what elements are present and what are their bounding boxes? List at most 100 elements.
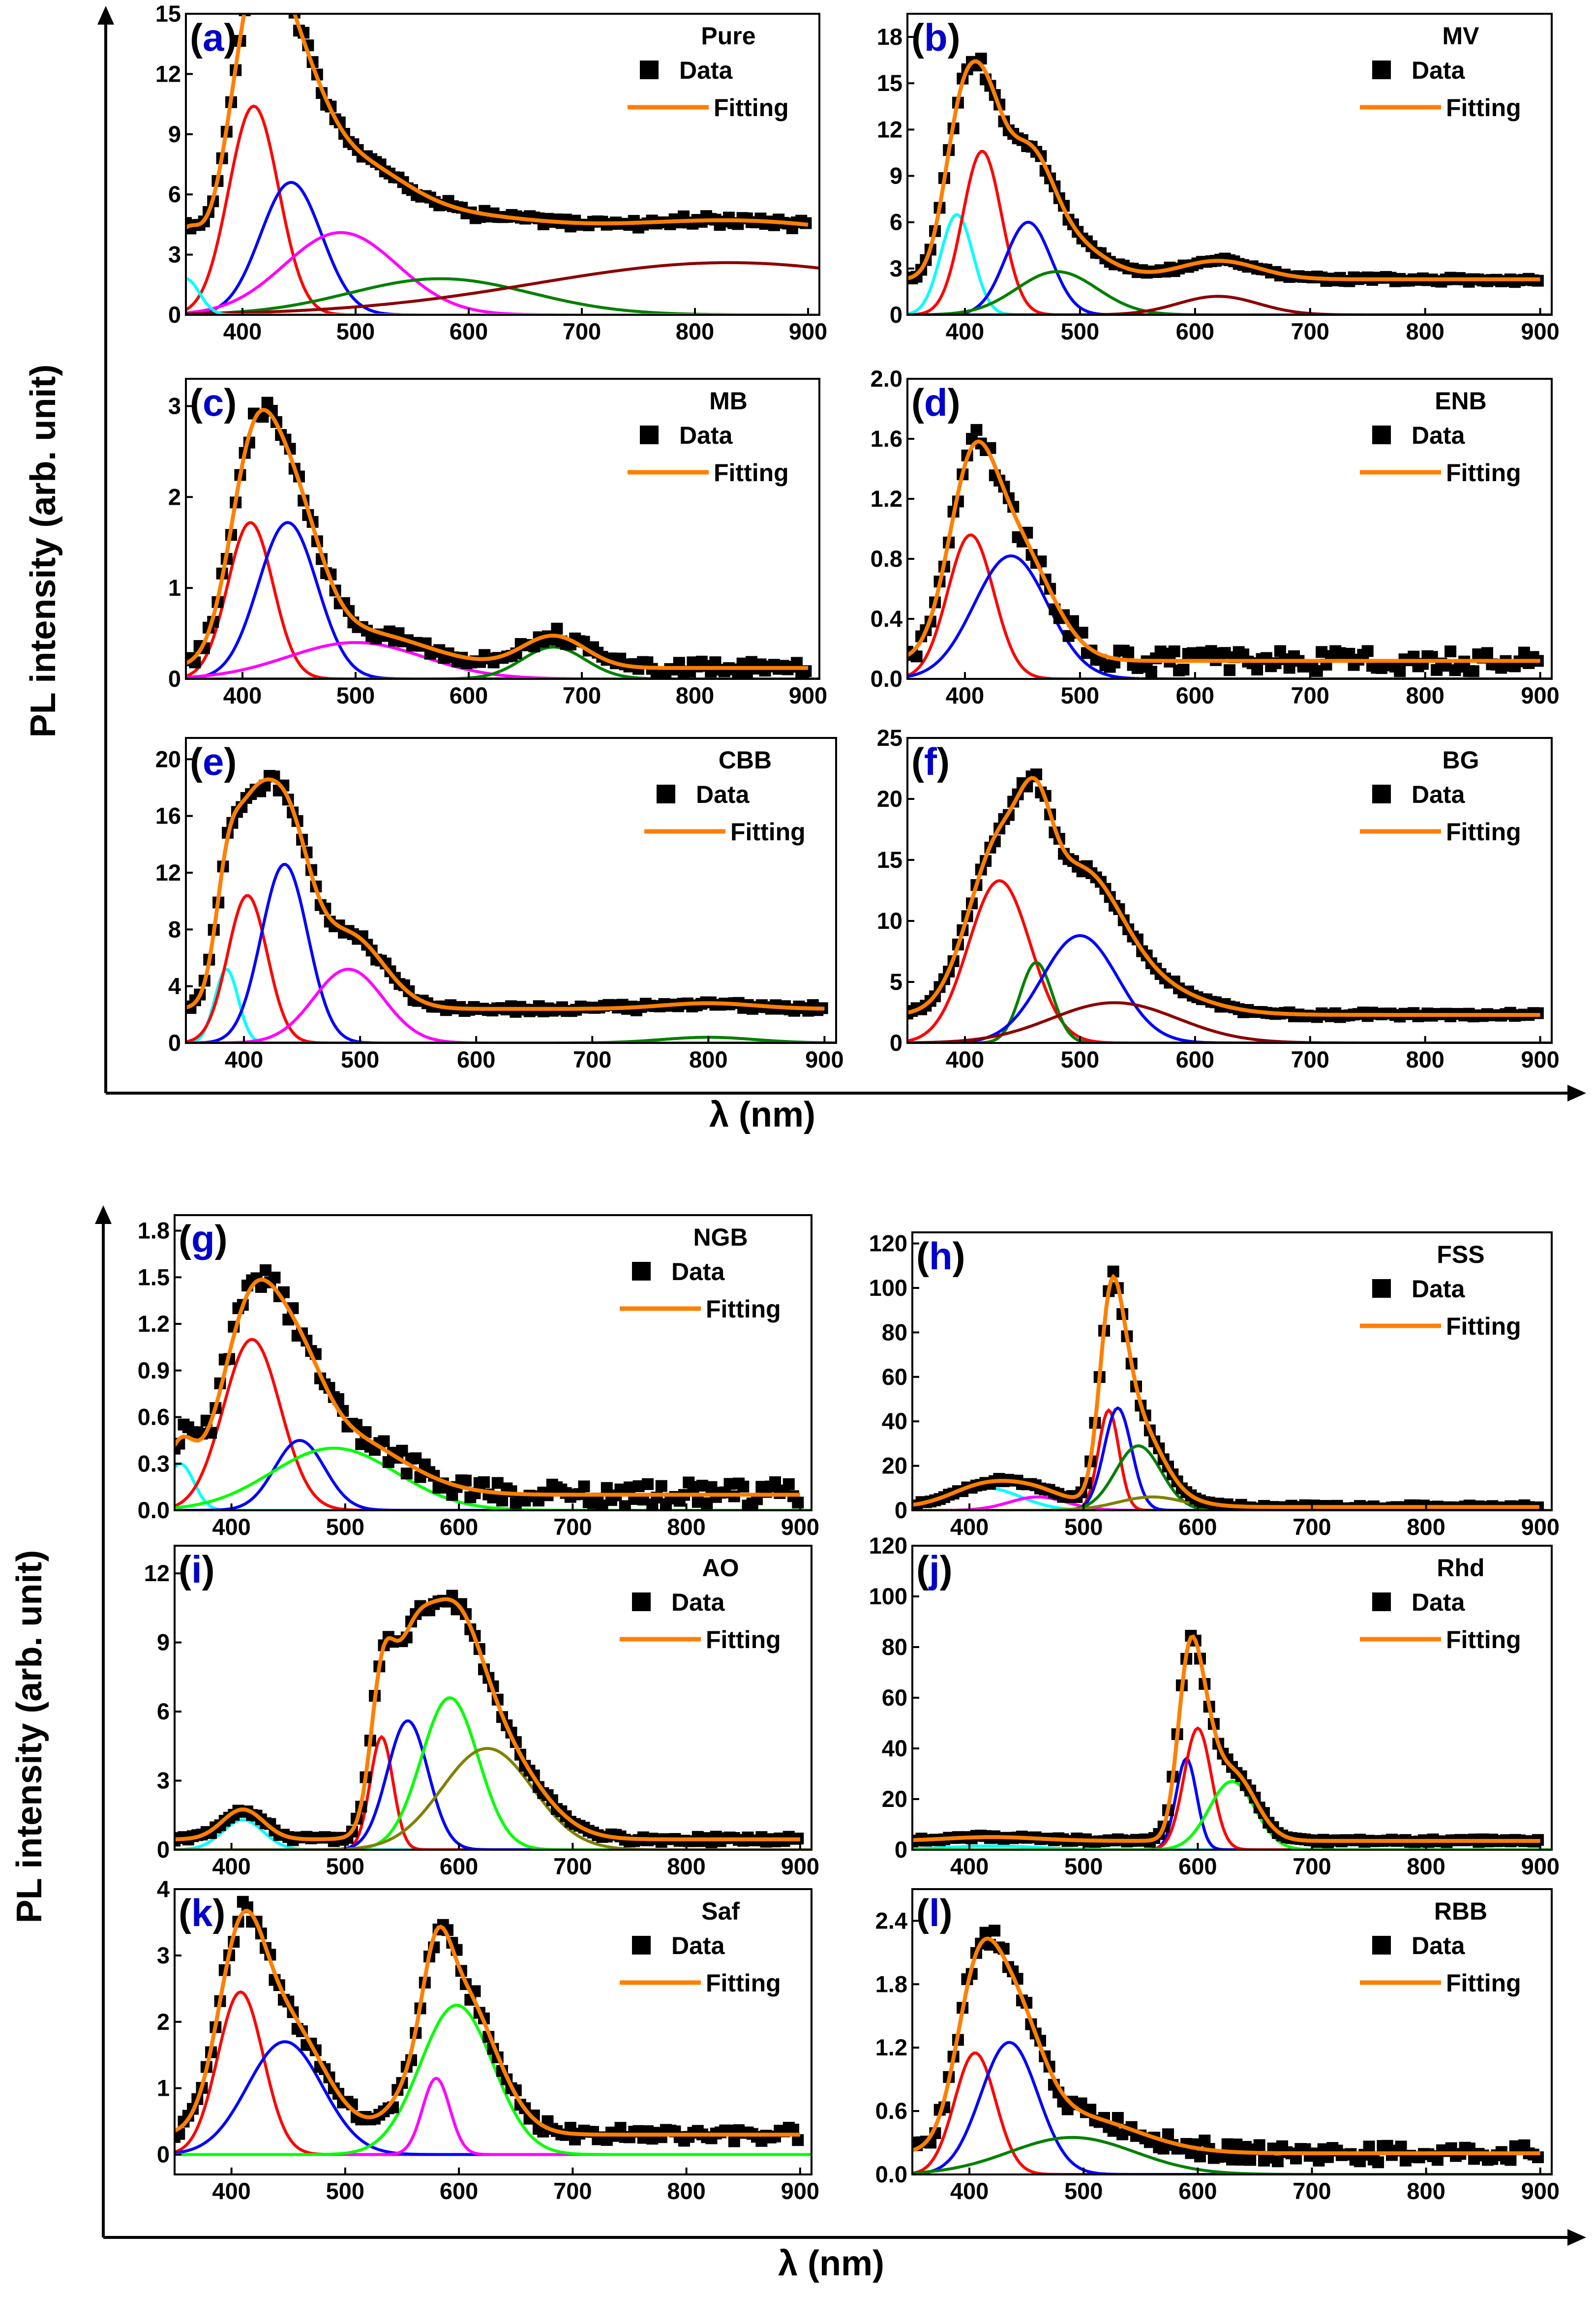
y-tick-label: 60: [882, 1684, 907, 1711]
data-point: [400, 1468, 413, 1480]
data-point: [1504, 2154, 1517, 2166]
x-tick-label: 900: [1521, 1046, 1559, 1072]
x-tick-label: 700: [553, 2178, 592, 2204]
fitting-curve-j: [912, 1634, 1540, 1843]
y-tick-label: 1: [157, 2075, 170, 2101]
x-tick-label: 800: [667, 1853, 705, 1879]
data-point: [1444, 645, 1457, 658]
component-peak-a-1: [186, 104, 819, 315]
component-peak-e-2: [186, 894, 836, 1043]
legend-data-marker: [640, 426, 659, 444]
x-tick-label: 500: [326, 1853, 364, 1879]
panel-title-c: MB: [709, 387, 748, 415]
x-tick-label: 800: [1407, 1514, 1445, 1540]
panel-i: 400 500 600 700 800 900 0 3 6 9 12 (i) AO Data Fitting: [144, 1545, 819, 1879]
x-tick-label: 800: [1406, 1046, 1444, 1072]
panel-l: 400 500 600 700 800 900 0.0 0.6 1.2 1.8 2.4 (l) RBB D…: [875, 1888, 1560, 2204]
component-peak-b-2: [907, 150, 1552, 315]
bottom-axis-frame: λ (nm) PL intensity (arb. unit): [10, 1205, 1586, 2283]
y-tick-label: 15: [877, 70, 902, 96]
y-tick-label: 15: [155, 0, 181, 27]
panel-title-a: Pure: [701, 22, 755, 50]
y-tick-label: 0: [895, 1836, 907, 1863]
panel-title-d: ENB: [1435, 387, 1487, 415]
panel-h: 400 500 600 700 800 900 0 20 40 60 80 100 120 (h) FSS D…: [869, 1230, 1560, 1540]
x-tick-label: 700: [563, 682, 601, 708]
y-tick-label: 0: [168, 302, 181, 328]
y-tick-label: 0.0: [875, 2161, 907, 2187]
legend-data-marker: [1372, 426, 1391, 444]
y-tick-label: 3: [157, 1768, 170, 1794]
x-tick-label: 900: [789, 318, 827, 344]
component-peak-b-3: [907, 220, 1552, 315]
fitting-curve-l: [912, 1936, 1540, 2155]
data-point: [460, 1474, 472, 1487]
x-tick-label: 800: [689, 1046, 727, 1072]
data-point: [619, 1500, 631, 1510]
data-point: [269, 1271, 281, 1284]
fitting-curve-i: [175, 1597, 800, 1841]
component-peak-i-4: [175, 1696, 812, 1850]
x-tick-label: 500: [1061, 1046, 1099, 1072]
y-tick-label: 1.5: [138, 1264, 170, 1290]
y-tick-label: 12: [155, 859, 181, 886]
component-peak-e-3: [186, 863, 836, 1043]
plot-area-f: [907, 768, 1552, 1043]
x-tick-label: 500: [1064, 2178, 1103, 2204]
plot-area-d: [907, 424, 1552, 679]
bottom-x-axis-title: λ (nm): [778, 2244, 884, 2283]
y-tick-label: 8: [168, 916, 181, 942]
legend-data-marker: [657, 785, 675, 803]
legend-data-marker: [632, 1262, 651, 1281]
component-peak-h-3: [912, 1408, 1552, 1510]
data-point: [1363, 2141, 1375, 2153]
panel-title-f: BG: [1443, 746, 1479, 774]
x-tick-label: 900: [1521, 682, 1559, 708]
data-point: [642, 1478, 654, 1490]
panel-frame-b: [906, 13, 1553, 316]
y-tick-label: 25: [877, 725, 902, 751]
legend-data-marker: [1372, 61, 1391, 79]
x-tick-label: 700: [1291, 318, 1329, 344]
fitting-curve-k: [175, 1909, 800, 2137]
component-peak-h-1: [912, 1486, 1552, 1510]
x-tick-label: 600: [1178, 1514, 1217, 1540]
legend-data-marker: [640, 61, 659, 79]
y-tick-label: 0: [168, 666, 181, 692]
panel-label-j: (j): [916, 1548, 953, 1591]
legend-fitting-label: Fitting: [1446, 94, 1521, 122]
y-tick-label: 0: [168, 1030, 181, 1056]
y-tick-label: 0.0: [871, 666, 902, 692]
component-peak-l-3: [912, 2136, 1552, 2174]
x-tick-label: 900: [1521, 1853, 1560, 1879]
x-tick-label: 600: [440, 1853, 478, 1879]
x-tick-label: 800: [676, 682, 714, 708]
y-tick-label: 120: [869, 1532, 907, 1559]
y-tick-label: 6: [157, 1698, 170, 1724]
panel-frame-c: [185, 378, 820, 680]
x-tick-label: 400: [225, 1046, 263, 1072]
y-tick-label: 2: [157, 2009, 170, 2035]
data-point: [737, 1480, 750, 1493]
plot-area-j: [912, 1630, 1552, 1850]
x-tick-label: 500: [326, 1514, 364, 1540]
panel-e: 400 500 600 700 800 900 0 4 8 12 16 20 (e) CBB Data Fit…: [155, 737, 844, 1072]
component-peak-c-4: [186, 645, 819, 679]
x-tick-label: 800: [1407, 2178, 1445, 2204]
data-point: [1481, 647, 1493, 659]
x-tick-label: 800: [1406, 318, 1444, 344]
component-peak-a-3: [186, 231, 819, 315]
panel-j: 400 500 600 700 800 900 0 20 40 60 80 100 120 (j) Rhd D…: [869, 1532, 1560, 1879]
component-peak-f-4: [907, 1001, 1552, 1043]
component-peak-i-5: [175, 1747, 812, 1850]
x-tick-label: 700: [553, 1514, 592, 1540]
x-tick-label: 700: [573, 1046, 611, 1072]
panel-d: 400 500 600 700 800 900 0.0 0.4 0.8 1.2 1.6 2.0 (d) E…: [871, 366, 1560, 708]
fitting-curve-h: [912, 1274, 1540, 1509]
plot-area-b: [907, 53, 1552, 315]
x-tick-label: 500: [326, 2178, 364, 2204]
component-peak-a-4: [186, 277, 819, 315]
data-point: [284, 1, 296, 13]
data-point: [1251, 664, 1263, 675]
